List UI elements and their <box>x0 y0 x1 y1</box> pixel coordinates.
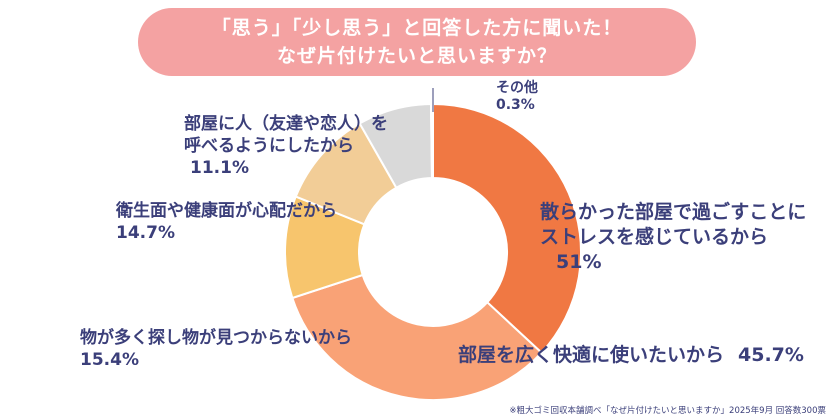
label-space-text: 部屋を広く快適に使いたいから <box>458 344 725 366</box>
slice-other <box>429 102 434 180</box>
label-hygiene-value: 14.7% <box>116 223 175 243</box>
label-guests-line-1: 部屋に人（友達や恋人）を <box>184 114 388 134</box>
slice-stress <box>432 102 582 355</box>
donut-slices <box>284 102 582 401</box>
label-search-value: 15.4% <box>80 350 139 370</box>
label-stress-line-2: ストレスを感じているから <box>540 226 769 248</box>
title-line-1: 「思う」「少し思う」と回答した方に聞いた！ <box>211 17 623 39</box>
label-guests-line-2: 呼べるようにしたから <box>184 136 354 156</box>
slice-space <box>291 273 543 401</box>
label-other-text: その他 <box>496 80 538 96</box>
title-line-2: なぜ片付けたいと思いますか？ <box>276 45 557 67</box>
label-guests: 部屋に人（友達や恋人）を 呼べるようにしたから 11.1% <box>184 113 388 179</box>
label-other: その他 0.3% <box>496 80 538 114</box>
title-banner: 「思う」「少し思う」と回答した方に聞いた！ なぜ片付けたいと思いますか？ <box>138 8 696 76</box>
label-guests-value: 11.1% <box>190 158 249 178</box>
label-stress: 散らかった部屋で過ごすことに ストレスを感じているから 51% <box>540 200 806 275</box>
label-search: 物が多く探し物が見つからないから 15.4% <box>80 327 352 371</box>
label-space-value: 45.7% <box>738 344 804 366</box>
label-other-value: 0.3% <box>496 97 535 113</box>
label-stress-value: 51% <box>556 251 602 273</box>
label-hygiene-text: 衛生面や健康面が心配だから <box>116 201 337 221</box>
label-hygiene: 衛生面や健康面が心配だから 14.7% <box>116 200 337 244</box>
source-footnote: ※粗大ゴミ回収本舗調べ「なぜ片付けたいと思いますか」2025年9月 回答数300… <box>509 406 826 416</box>
label-search-text: 物が多く探し物が見つからないから <box>80 328 352 348</box>
label-stress-line-1: 散らかった部屋で過ごすことに <box>540 201 807 223</box>
label-space: 部屋を広く快適に使いたいから 45.7% <box>458 343 804 368</box>
